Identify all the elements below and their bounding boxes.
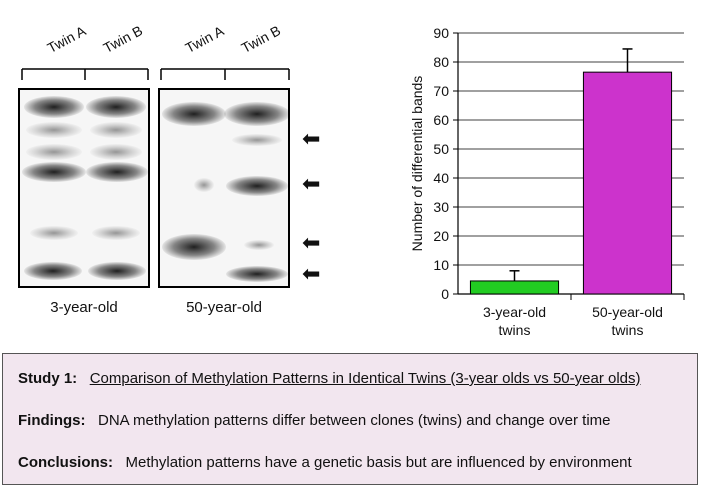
lane-label-twin-b-left: Twin B xyxy=(100,22,146,56)
y-tick-label: 0 xyxy=(441,286,449,302)
gel-band xyxy=(90,144,142,160)
y-tick-label: 60 xyxy=(433,112,449,128)
lane-bracket-right xyxy=(160,68,290,80)
lane-label-twin-b-right: Twin B xyxy=(238,22,284,56)
lane-label-twin-a-left: Twin A xyxy=(44,22,89,56)
conclusions-line: Conclusions: Methylation patterns have a… xyxy=(18,454,632,471)
gel-band xyxy=(92,226,140,240)
gel-band xyxy=(88,262,146,280)
conclusions-label: Conclusions: xyxy=(18,454,114,471)
arrow-left-icon: ⬅ xyxy=(302,172,321,197)
findings-label: Findings: xyxy=(18,412,86,429)
study-line: Study 1: Comparison of Methylation Patte… xyxy=(18,370,641,387)
y-tick-label: 30 xyxy=(433,199,449,215)
y-tick-label: 80 xyxy=(433,54,449,70)
y-tick-label: 70 xyxy=(433,83,449,99)
gel-band xyxy=(24,96,84,118)
lane-bracket-left xyxy=(21,68,149,80)
y-tick-label: 50 xyxy=(433,141,449,157)
study-summary-box: Study 1: Comparison of Methylation Patte… xyxy=(2,353,698,485)
x-category-label: 50-year-old xyxy=(592,304,663,320)
arrow-left-icon: ⬅ xyxy=(302,262,321,287)
gel-band xyxy=(26,122,82,138)
gel-band xyxy=(162,234,226,260)
gel-band xyxy=(224,102,288,126)
gel-band xyxy=(86,162,148,182)
y-tick-label: 20 xyxy=(433,228,449,244)
gel-3-year-old xyxy=(18,88,150,288)
lane-label-twin-a-right: Twin A xyxy=(182,22,227,56)
x-category-label: twins xyxy=(612,322,644,338)
findings-text: DNA methylation patterns differ between … xyxy=(98,412,611,429)
gel-50-year-old xyxy=(158,88,290,288)
bar xyxy=(469,280,560,295)
gel-band xyxy=(22,162,86,182)
y-tick-label: 40 xyxy=(433,170,449,186)
differential-bands-chart: 0 10 20 30 40 50 60 70 80 90 Number of differentia… xyxy=(409,25,685,338)
gel-band xyxy=(24,262,82,280)
x-category-label: twins xyxy=(499,322,531,338)
findings-line: Findings: DNA methylation patterns diffe… xyxy=(18,412,611,429)
arrow-left-icon: ⬅ xyxy=(302,231,321,256)
y-axis-label: Number of differential bands xyxy=(409,76,425,252)
gel-band xyxy=(162,102,226,126)
gel-band xyxy=(232,134,282,146)
gel-band xyxy=(86,96,146,118)
conclusions-text: Methylation patterns have a genetic basi… xyxy=(125,454,632,471)
study-label: Study 1: xyxy=(18,370,78,387)
bar xyxy=(582,71,673,295)
y-tick-label: 90 xyxy=(433,25,449,41)
gel-band xyxy=(194,178,214,192)
y-tick-label: 10 xyxy=(433,257,449,273)
gel-band xyxy=(226,176,288,196)
gel-band xyxy=(30,226,78,240)
gel-band xyxy=(26,144,82,160)
gel-band xyxy=(90,122,142,138)
arrow-left-icon: ⬅ xyxy=(302,127,321,152)
gel-caption-3-year-old: 3-year-old xyxy=(50,299,118,316)
gel-band xyxy=(226,266,288,282)
gel-caption-50-year-old: 50-year-old xyxy=(186,299,262,316)
x-category-label: 3-year-old xyxy=(483,304,546,320)
gel-band xyxy=(244,240,274,250)
study-title: Comparison of Methylation Patterns in Id… xyxy=(89,370,641,387)
